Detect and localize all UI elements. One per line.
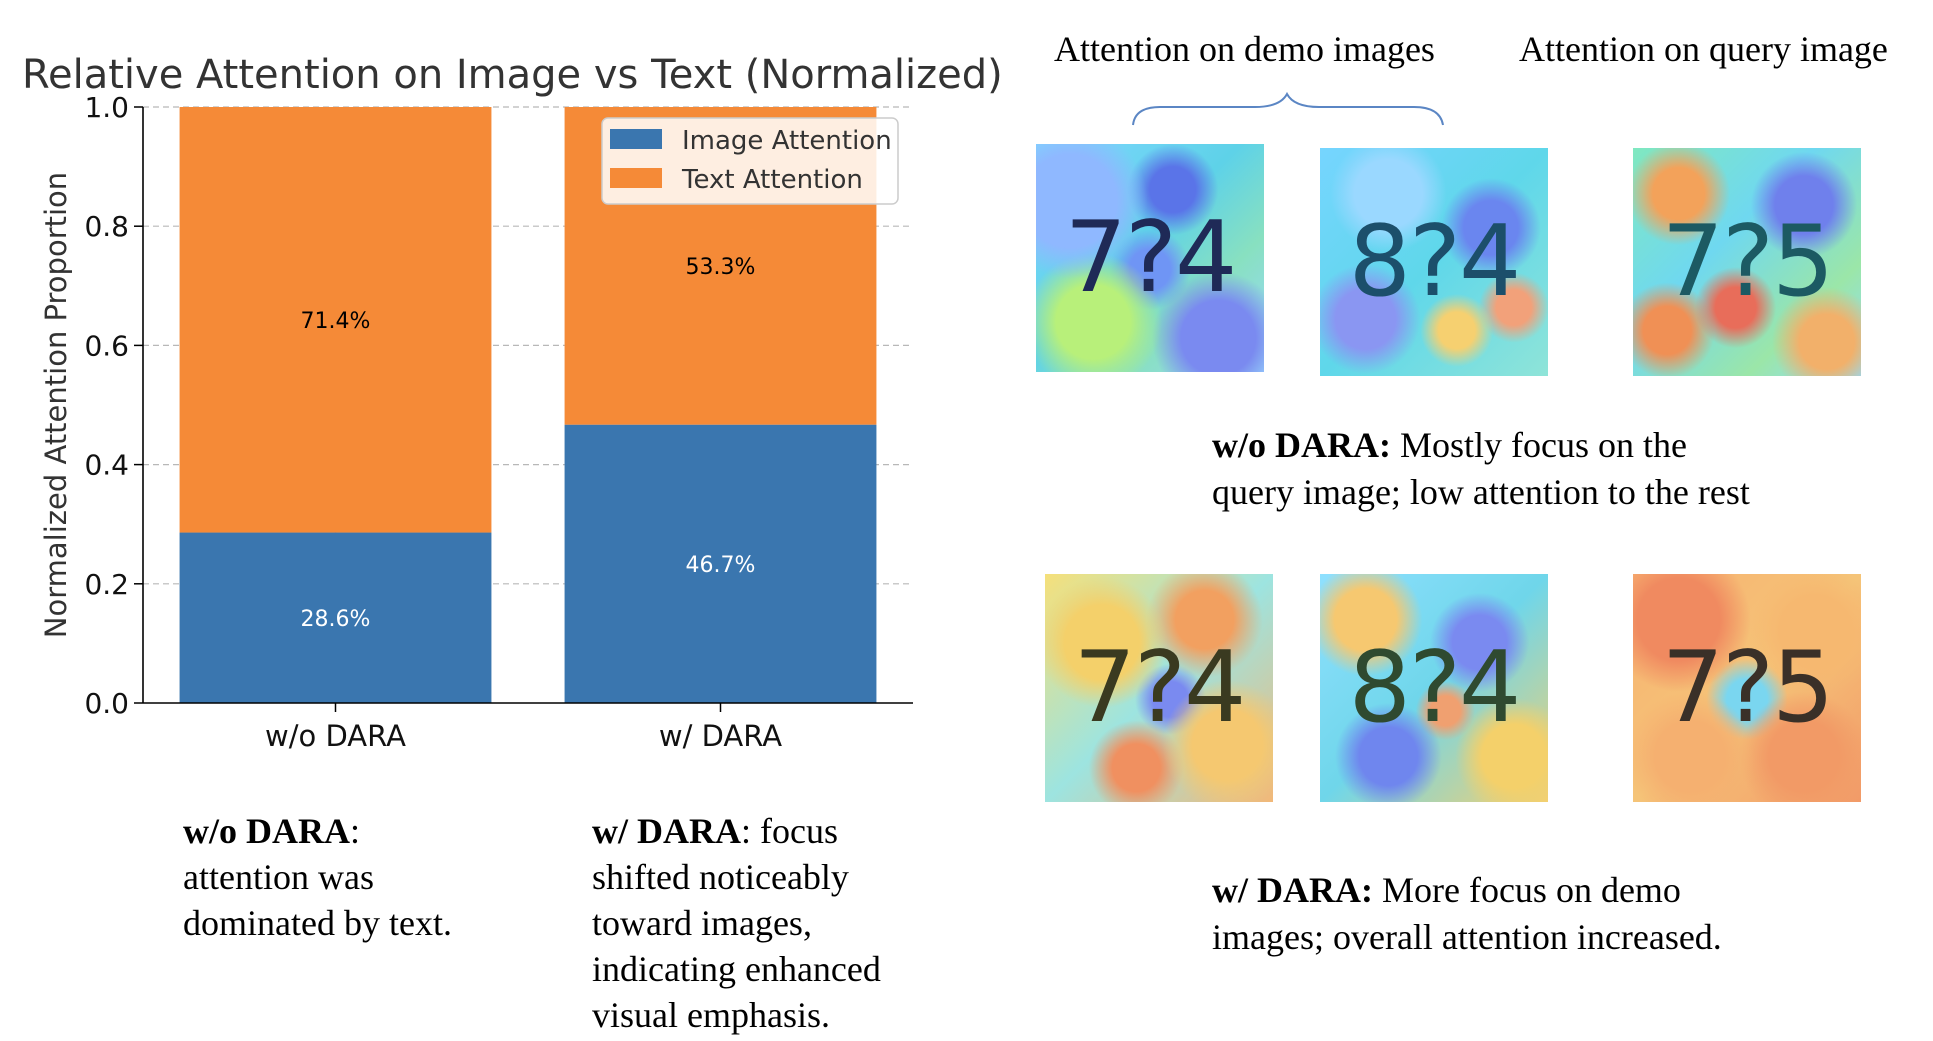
heatmap-digits: 7?5 xyxy=(1661,205,1835,319)
caption-with-dara: w/ DARA: focus shifted noticeably toward… xyxy=(592,808,881,1038)
caption-without-dara-bold: w/o DARA xyxy=(183,811,350,851)
demo-images-header: Attention on demo images xyxy=(1054,29,1435,69)
heatmap-digits: 7?4 xyxy=(1073,631,1247,745)
caption-without-dara-line: dominated by text. xyxy=(183,903,452,943)
row2-caption-line: images; overall attention increased. xyxy=(1212,917,1722,957)
row2-caption: w/ DARA: More focus on demo images; over… xyxy=(1212,867,1722,961)
y-tick-label: 0.0 xyxy=(84,687,129,720)
row2-caption-bold: w/ DARA: xyxy=(1212,870,1373,910)
row1-caption: w/o DARA: Mostly focus on the query imag… xyxy=(1212,422,1750,516)
data-label: 46.7% xyxy=(686,553,756,578)
heatmap-digits: 7?4 xyxy=(1064,201,1238,315)
y-tick-label: 1.0 xyxy=(84,91,129,124)
legend-swatch-text xyxy=(610,168,662,188)
heatmap-image: 7?5 xyxy=(1633,574,1861,802)
heatmap-image: 8?4 xyxy=(1320,148,1548,376)
caption-with-dara-line: toward images, xyxy=(592,903,812,943)
caption-with-dara-bold: w/ DARA xyxy=(592,811,741,851)
data-label: 71.4% xyxy=(301,309,371,334)
row1-caption-line: Mostly focus on the xyxy=(1390,425,1687,465)
legend-label-image: Image Attention xyxy=(682,126,892,156)
row1-caption-line: query image; low attention to the rest xyxy=(1212,472,1750,512)
y-axis-label: Normalized Attention Proportion xyxy=(39,172,73,638)
heatmap-image: 8?4 xyxy=(1320,574,1548,802)
caption-without-dara-line: attention was xyxy=(183,857,374,897)
heatmap-digits: 8?4 xyxy=(1348,205,1522,319)
tick-labels: 0.0 0.2 0.4 0.6 0.8 1.0 w/o DARA w/ DARA xyxy=(84,91,782,753)
y-tick-label: 0.6 xyxy=(84,329,129,362)
heatmap-image: 7?5 xyxy=(1633,148,1861,376)
bar-text-attention xyxy=(179,107,492,533)
axes xyxy=(134,106,913,712)
bars-group xyxy=(179,107,877,703)
data-label: 28.6% xyxy=(301,607,371,632)
caption-with-dara-line: visual emphasis. xyxy=(592,995,830,1035)
caption-without-dara: w/o DARA: attention was dominated by tex… xyxy=(183,808,452,946)
demo-images-brace xyxy=(1132,91,1444,126)
x-tick-label: w/ DARA xyxy=(659,719,782,753)
row1-caption-bold: w/o DARA: xyxy=(1212,425,1391,465)
x-tick-label: w/o DARA xyxy=(265,719,406,753)
caption-with-dara-line: indicating enhanced xyxy=(592,949,881,989)
data-label: 53.3% xyxy=(686,255,756,280)
caption-with-dara-line: : focus xyxy=(741,811,838,851)
heatmap-image: 7?4 xyxy=(1036,144,1264,372)
caption-with-dara-line: shifted noticeably xyxy=(592,857,849,897)
y-tick-label: 0.8 xyxy=(84,210,129,243)
query-image-header: Attention on query image xyxy=(1519,29,1888,69)
heatmap-image: 7?4 xyxy=(1045,574,1273,802)
legend-swatch-image xyxy=(610,129,662,149)
bar-image-attention xyxy=(179,532,492,703)
caption-without-dara-line: : xyxy=(350,811,361,851)
legend: Image Attention Text Attention xyxy=(601,117,899,205)
legend-box xyxy=(601,117,899,205)
bar-image-attention xyxy=(564,424,877,703)
data-labels: 28.6% 71.4% 46.7% 53.3% xyxy=(301,255,756,632)
y-tick-label: 0.2 xyxy=(84,568,129,601)
heatmap-digits: 7?5 xyxy=(1661,631,1835,745)
legend-label-text: Text Attention xyxy=(681,165,863,195)
heatmap-digits: 8?4 xyxy=(1348,631,1522,745)
row2-caption-line: More focus on demo xyxy=(1372,870,1681,910)
y-tick-label: 0.4 xyxy=(84,449,129,482)
chart-title: Relative Attention on Image vs Text (Nor… xyxy=(22,52,1003,98)
